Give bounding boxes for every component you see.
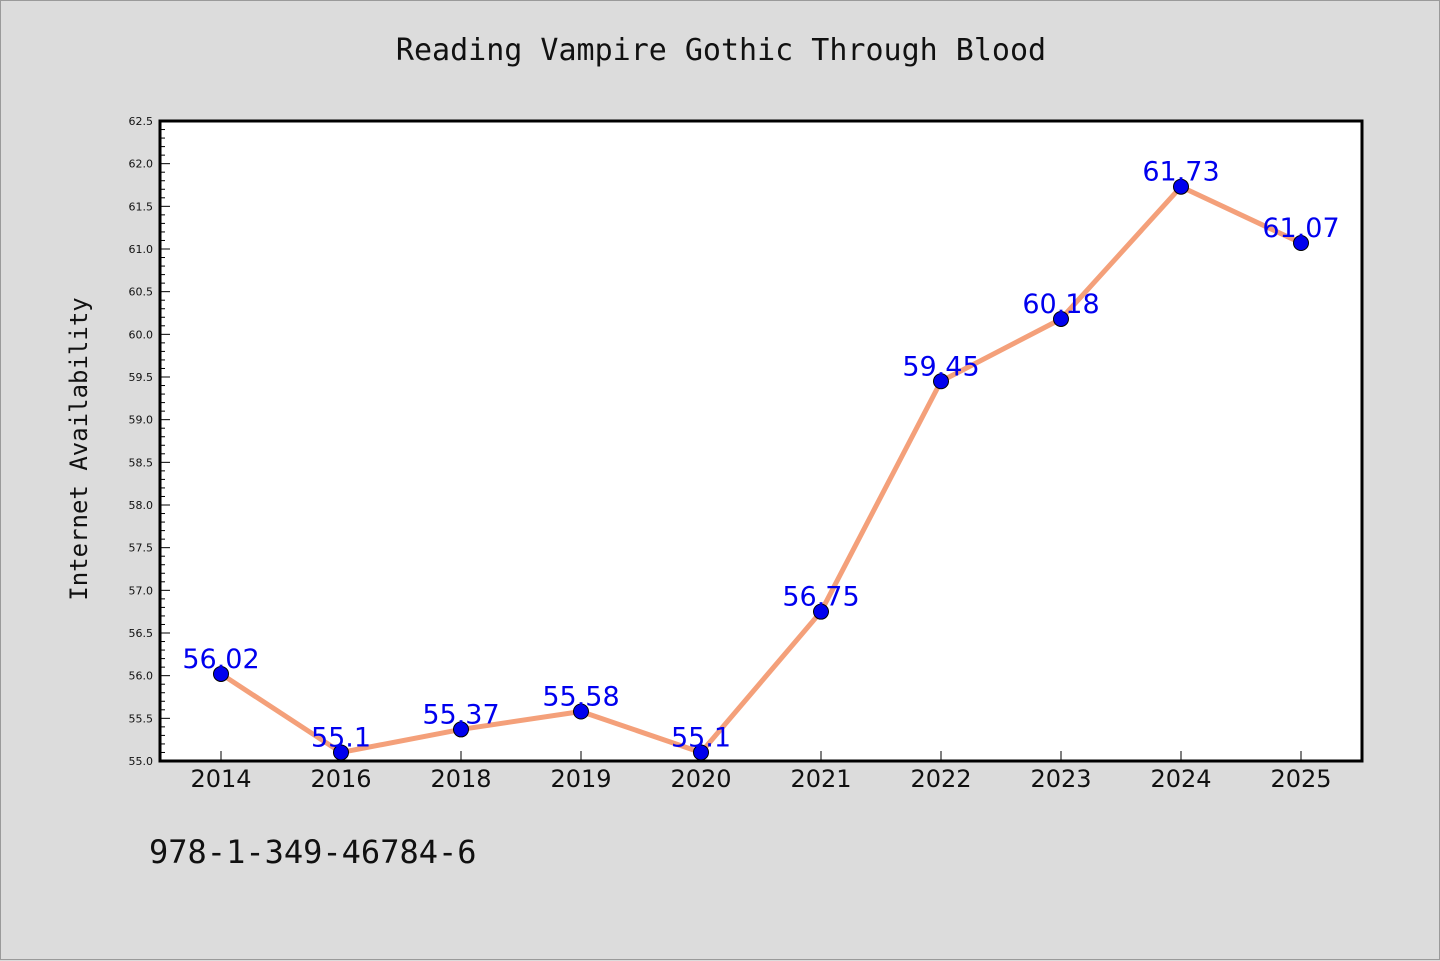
- data-point-marker: [453, 721, 469, 738]
- x-tick-label: 2014: [190, 765, 251, 793]
- x-axis: 2014 2016 2018 2019 2020 2021 2022 2023 2024 2025: [190, 751, 1332, 793]
- data-point-marker: [1053, 310, 1069, 327]
- data-label: 56.75: [782, 582, 859, 613]
- data-label: 59.45: [902, 351, 979, 382]
- x-tick-label: 2021: [790, 765, 851, 793]
- x-tick-label: 2018: [430, 765, 491, 793]
- data-point-marker: [573, 703, 589, 720]
- y-tick-label: 59.5: [129, 371, 154, 384]
- data-label: 55.37: [422, 699, 499, 730]
- data-label: 61.73: [1142, 157, 1219, 188]
- data-label: 56.02: [182, 644, 259, 675]
- y-tick-label: 58.0: [129, 499, 154, 512]
- x-tick-label: 2024: [1150, 765, 1211, 793]
- y-tick-label: 56.0: [129, 670, 154, 683]
- isbn-label: 978-1-349-46784-6: [149, 833, 477, 871]
- data-point-marker: [693, 744, 709, 761]
- y-tick-label: 61.5: [129, 200, 154, 213]
- y-tick-label: 55.5: [129, 712, 154, 725]
- y-tick-label: 62.0: [129, 158, 154, 171]
- x-tick-label: 2025: [1270, 765, 1331, 793]
- y-tick-label: 61.0: [129, 243, 154, 256]
- x-tick-label: 2016: [310, 765, 371, 793]
- series-line: [218, 184, 1304, 755]
- data-label: 60.18: [1022, 289, 1099, 320]
- y-tick-label: 60.0: [129, 328, 154, 341]
- y-tick-label: 62.5: [129, 115, 154, 128]
- data-point-marker: [813, 603, 829, 620]
- data-label: 61.07: [1262, 213, 1339, 244]
- data-label: 55.1: [311, 722, 371, 753]
- data-point-marker: [213, 665, 229, 682]
- y-tick-label: 60.5: [129, 286, 154, 299]
- y-tick-label: 56.5: [129, 627, 154, 640]
- data-point-marker: [333, 744, 349, 761]
- y-axis: 55.0 55.5 56.0 56.5 57.0 57.5 58.0 58.5 59.0 59.5…: [129, 115, 170, 768]
- x-tick-label: 2022: [910, 765, 971, 793]
- data-point-marker: [933, 373, 949, 390]
- chart-title: Reading Vampire Gothic Through Blood: [395, 33, 1047, 68]
- data-label: 55.58: [542, 682, 619, 713]
- x-tick-label: 2020: [670, 765, 731, 793]
- data-point-marker: [1293, 235, 1309, 252]
- data-label: 55.1: [671, 722, 731, 753]
- x-tick-label: 2019: [550, 765, 611, 793]
- plot-area: [158, 119, 1364, 763]
- y-tick-label: 59.0: [129, 414, 154, 427]
- y-tick-label: 57.0: [129, 584, 154, 597]
- series-layer: 56.02 55.1 55.37 55.58 55.1 56.75 59.45 60.18 61…: [182, 157, 1340, 761]
- y-tick-label: 58.5: [129, 456, 154, 469]
- y-tick-label: 55.0: [129, 755, 154, 768]
- y-axis-title: Internet Availability: [65, 297, 93, 600]
- x-tick-label: 2023: [1030, 765, 1091, 793]
- data-point-marker: [1173, 178, 1189, 195]
- y-tick-label: 57.5: [129, 542, 154, 555]
